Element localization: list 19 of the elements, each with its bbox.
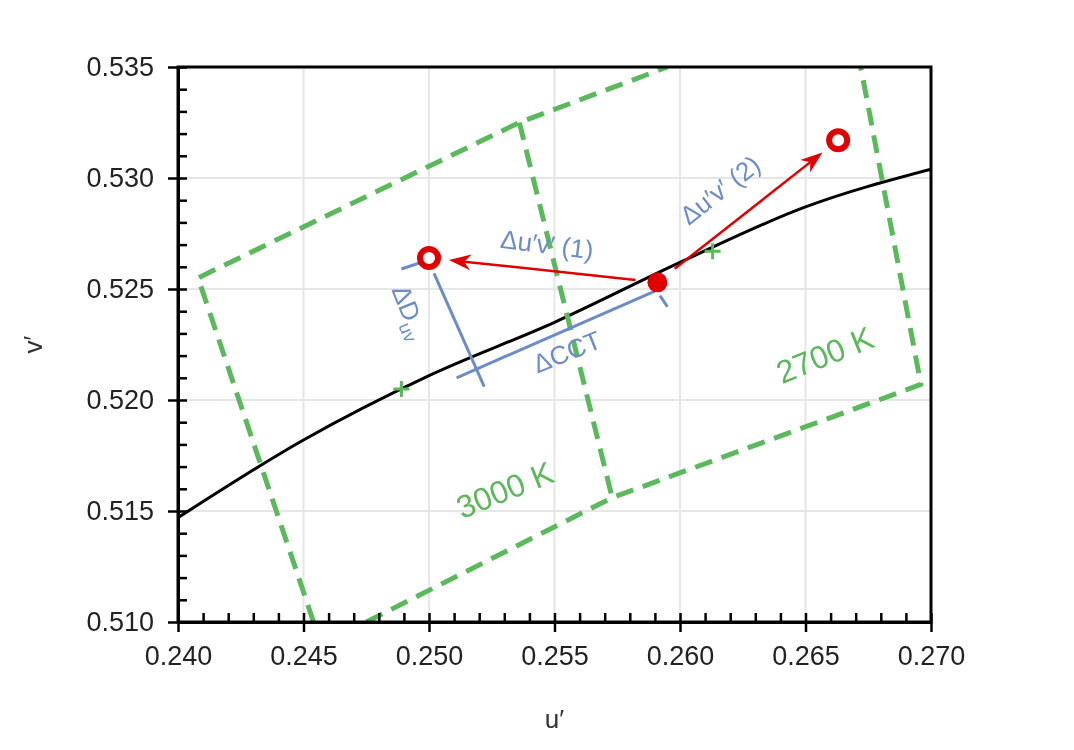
x-axis-title: u′ bbox=[544, 704, 565, 734]
annotation: 2700 K bbox=[771, 319, 879, 391]
x-tick-label: 0.255 bbox=[521, 641, 589, 672]
x-tick-label: 0.260 bbox=[646, 641, 715, 672]
annotation: ΔCCT bbox=[528, 324, 606, 380]
y-tick-label: 0.525 bbox=[86, 274, 154, 305]
x-tick-label: 0.240 bbox=[144, 641, 213, 672]
x-tick-label: 0.245 bbox=[270, 641, 338, 672]
y-axis-title: v′ bbox=[18, 335, 48, 354]
x-tick-label: 0.265 bbox=[772, 641, 840, 672]
y-tick-label: 0.510 bbox=[86, 607, 154, 638]
y-tick-label: 0.515 bbox=[86, 496, 154, 527]
annotation: 3000 K bbox=[451, 454, 559, 526]
x-tick-label: 0.270 bbox=[897, 641, 966, 672]
y-tick-label: 0.530 bbox=[86, 163, 154, 194]
annotation: Δu′v′ (1) bbox=[498, 224, 596, 266]
y-tick-label: 0.535 bbox=[86, 52, 154, 83]
y-tick-label: 0.520 bbox=[86, 385, 154, 416]
x-tick-label: 0.250 bbox=[395, 641, 464, 672]
